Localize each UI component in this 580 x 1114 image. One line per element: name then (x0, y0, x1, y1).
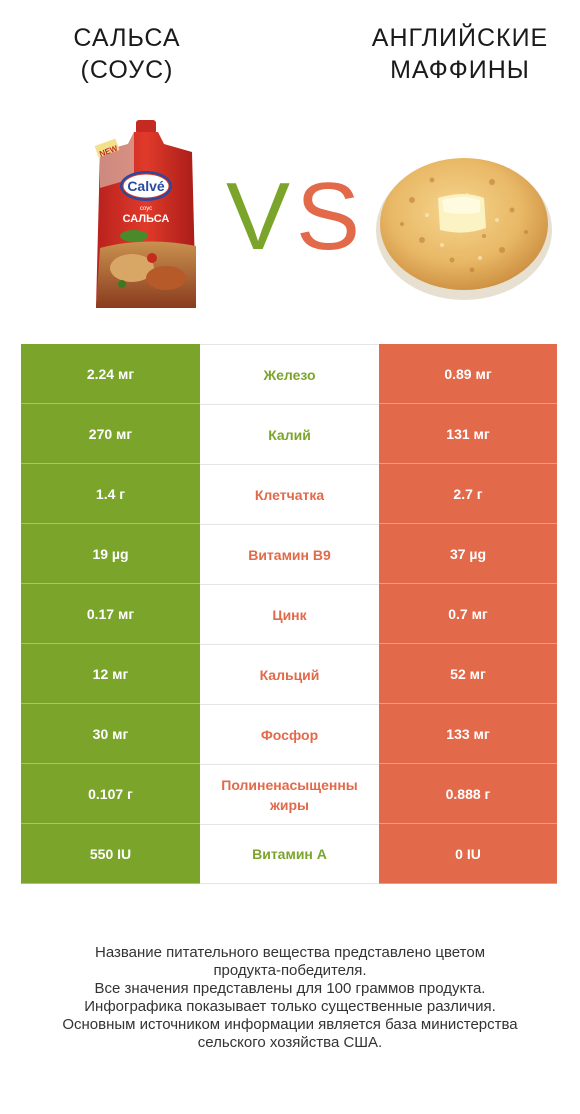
right-value-cell: 52 мг (379, 644, 557, 704)
left-product-title: САЛЬСА (СОУС) (73, 24, 181, 84)
table-row: 0.107 г Полиненасыщенны жиры 0.888 г (21, 764, 557, 824)
table-row: 19 µg Витамин B9 37 µg (21, 524, 557, 584)
left-value-cell: 1.4 г (21, 464, 200, 524)
right-value-cell: 2.7 г (379, 464, 557, 524)
left-value-cell: 30 мг (21, 704, 200, 764)
table-row: 2.24 мг Железо 0.89 мг (21, 344, 557, 404)
left-value-cell: 0.17 мг (21, 584, 200, 644)
left-value-cell: 270 мг (21, 404, 200, 464)
vs-v-letter: V (226, 165, 290, 265)
table-row: 270 мг Калий 131 мг (21, 404, 557, 464)
footnote: Название питательного вещества представл… (62, 944, 518, 1051)
table-row: 30 мг Фосфор 133 мг (21, 704, 557, 764)
nutrient-name-cell: Клетчатка (200, 464, 379, 524)
vs-s-letter: S (296, 165, 358, 265)
left-value-cell: 550 IU (21, 824, 200, 884)
pouch-label: САЛЬСА (123, 213, 170, 225)
nutrient-name-cell: Фосфор (200, 704, 379, 764)
english-muffin-image (376, 158, 552, 300)
left-value-cell: 2.24 мг (21, 344, 200, 404)
nutrient-name-cell: Железо (200, 344, 379, 404)
nutrient-name-cell: Кальций (200, 644, 379, 704)
right-value-cell: 131 мг (379, 404, 557, 464)
right-value-cell: 0.89 мг (379, 344, 557, 404)
brand-logo-text: Calvé (127, 178, 165, 194)
table-row: 1.4 г Клетчатка 2.7 г (21, 464, 557, 524)
salsa-pouch-image: NEW Calvé соус САЛЬСА (94, 120, 196, 308)
right-value-cell: 0.888 г (379, 764, 557, 824)
right-value-cell: 0.7 мг (379, 584, 557, 644)
nutrient-name-cell: Цинк (200, 584, 379, 644)
nutrient-name-cell: Калий (200, 404, 379, 464)
nutrient-name-cell: Витамин A (200, 824, 379, 884)
nutrient-name-cell: Витамин B9 (200, 524, 379, 584)
left-value-cell: 0.107 г (21, 764, 200, 824)
comparison-table: 2.24 мг Железо 0.89 мг 270 мг Калий 131 мг 1.4… (21, 344, 557, 884)
table-row: 12 мг Кальций 52 мг (21, 644, 557, 704)
right-value-cell: 37 µg (379, 524, 557, 584)
right-product-title: АНГЛИЙСКИЕ МАФФИНЫ (371, 24, 549, 84)
right-value-cell: 133 мг (379, 704, 557, 764)
left-value-cell: 12 мг (21, 644, 200, 704)
table-row: 0.17 мг Цинк 0.7 мг (21, 584, 557, 644)
pouch-sub-label: соус (140, 206, 152, 212)
nutrient-name-cell: Полиненасыщенны жиры (200, 764, 379, 824)
vs-label: V S (226, 165, 358, 265)
right-value-cell: 0 IU (379, 824, 557, 884)
left-value-cell: 19 µg (21, 524, 200, 584)
